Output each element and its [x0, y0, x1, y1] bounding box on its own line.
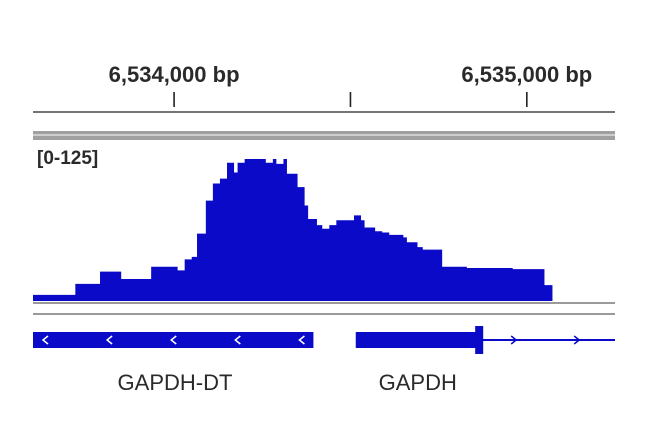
- coordinate-ruler: 6,534,000 bp 6,535,000 bp: [33, 62, 615, 113]
- gene-gapdh[interactable]: GAPDH: [355, 326, 615, 395]
- gene-label: GAPDH: [379, 370, 457, 395]
- gene-exon-block: [33, 332, 314, 348]
- gene-exon-block: [355, 332, 480, 348]
- gene-annotation-track: GAPDH-DT GAPDH: [33, 326, 615, 395]
- gene-label: GAPDH-DT: [118, 370, 233, 395]
- strand-arrow-right-icon: [510, 335, 518, 345]
- gene-gapdh-dt[interactable]: GAPDH-DT: [33, 332, 314, 395]
- ruler-tick-label: 6,534,000 bp: [109, 62, 240, 87]
- ruler-tick-label: 6,535,000 bp: [461, 62, 592, 87]
- strand-arrow-right-icon: [573, 335, 581, 345]
- strand-arrow-left-icon: [298, 335, 305, 345]
- strand-arrow-left-icon: [234, 335, 241, 345]
- strand-arrow-left-icon: [105, 335, 113, 345]
- signal-area: [33, 159, 553, 301]
- track-separator-top-highlight: [33, 134, 615, 136]
- strand-arrow-left-icon: [170, 335, 177, 345]
- signal-track: [33, 159, 553, 301]
- data-range-label: [0-125]: [37, 148, 98, 169]
- strand-arrow-left-icon: [41, 335, 49, 345]
